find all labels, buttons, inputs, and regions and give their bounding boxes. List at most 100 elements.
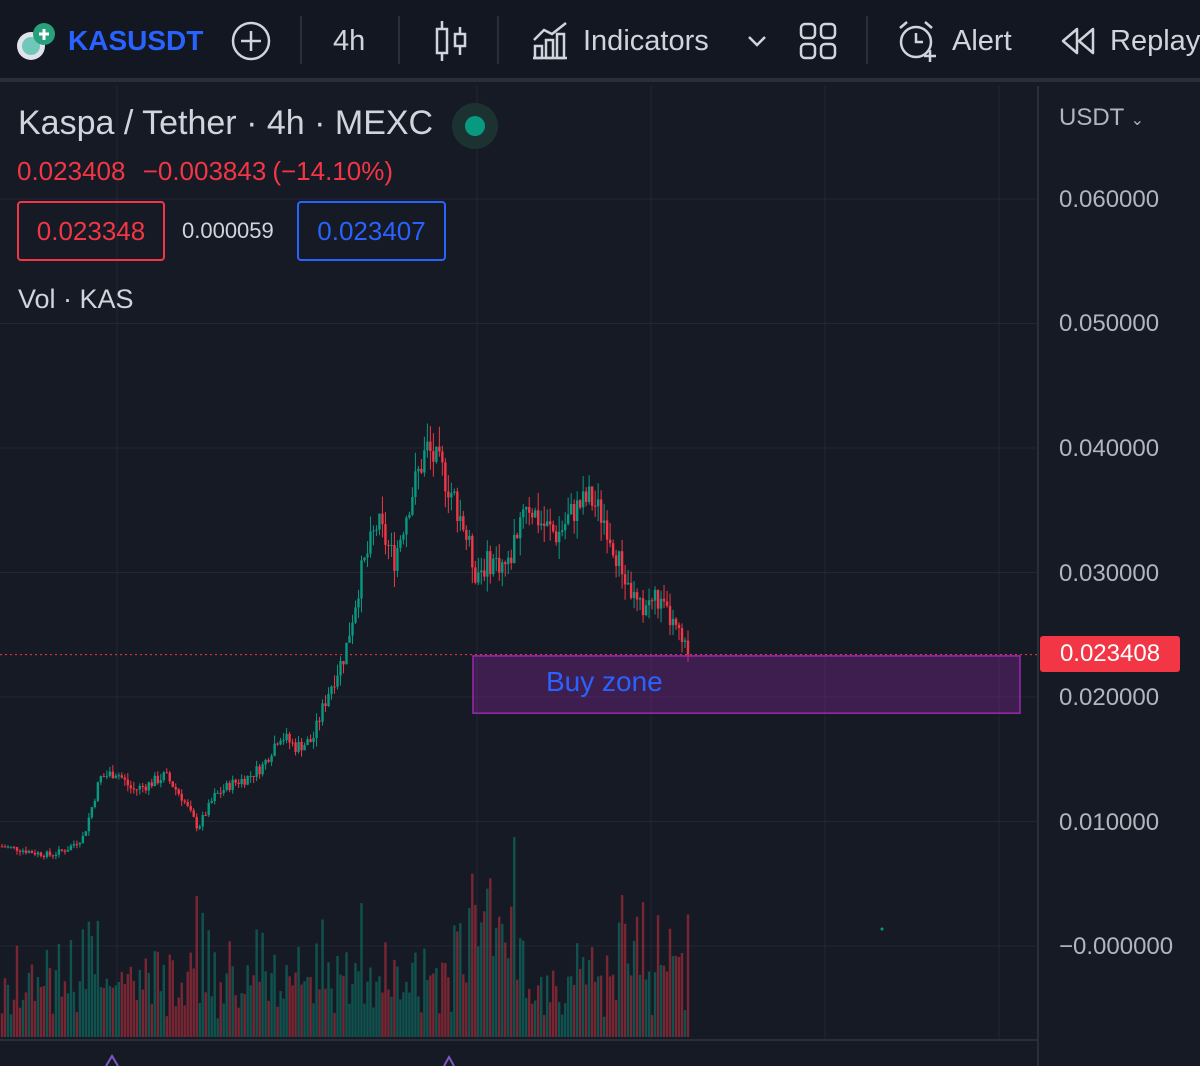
- volume-bar: [644, 979, 648, 1037]
- volume-bar: [462, 974, 465, 1037]
- volume-bar: [105, 978, 109, 1037]
- candle-body: [21, 850, 25, 852]
- volume-bar: [84, 989, 88, 1037]
- candle-body: [596, 499, 600, 507]
- candle: [414, 452, 417, 505]
- candle: [617, 550, 621, 577]
- volume-bar: [18, 1007, 22, 1037]
- price-tick: 0.040000: [1059, 435, 1160, 462]
- symbol-logo-icon: [17, 23, 55, 60]
- chart-legend-title[interactable]: Kaspa / Tether · 4h · MEXC: [18, 104, 434, 142]
- volume-bar: [126, 974, 130, 1037]
- indicators-dropdown[interactable]: [746, 0, 768, 82]
- candle: [330, 685, 333, 700]
- candle: [201, 811, 204, 831]
- candle: [315, 713, 318, 747]
- candle-body: [456, 491, 459, 522]
- candle: [30, 849, 34, 854]
- symbol-search[interactable]: KASUSDT: [14, 0, 203, 82]
- candle-body: [309, 739, 312, 743]
- candle-body: [213, 792, 216, 802]
- sell-button[interactable]: 0.023348: [17, 201, 165, 261]
- candle-body: [81, 835, 85, 843]
- candle-body: [495, 557, 498, 559]
- candle: [354, 600, 357, 624]
- candle: [288, 731, 291, 750]
- candle: [75, 840, 79, 849]
- candle: [213, 788, 216, 805]
- candle: [219, 786, 222, 798]
- candle: [498, 544, 501, 581]
- candle: [522, 504, 525, 529]
- candle: [537, 493, 540, 534]
- volume-bar: [243, 994, 246, 1037]
- volume-bar: [429, 975, 432, 1037]
- volume-bar: [39, 987, 43, 1037]
- volume-bar: [563, 1003, 567, 1037]
- candle-body: [638, 598, 642, 600]
- indicators-button[interactable]: Indicators: [530, 0, 709, 82]
- price-tick: −0.000000: [1059, 933, 1174, 960]
- volume-bar: [510, 906, 513, 1037]
- volume-bar: [66, 993, 70, 1037]
- candle-body: [569, 504, 573, 515]
- event-marker-icon[interactable]: [443, 1054, 455, 1066]
- volume-bar: [456, 931, 459, 1037]
- buy-zone-label[interactable]: Buy zone: [546, 666, 663, 697]
- candle-body: [489, 551, 492, 575]
- volume-bar: [396, 966, 399, 1037]
- candle-body: [477, 572, 480, 583]
- buy-button[interactable]: 0.023407: [297, 201, 446, 261]
- candle: [408, 511, 411, 520]
- candle-body: [351, 622, 354, 636]
- candle-body: [662, 598, 666, 602]
- candle: [378, 513, 381, 536]
- candle-body: [273, 743, 276, 756]
- indicators-label: Indicators: [583, 24, 709, 57]
- volume-bar: [21, 999, 25, 1037]
- candle-body: [3, 846, 7, 848]
- volume-bar: [683, 1010, 687, 1037]
- volume-bar: [288, 976, 291, 1037]
- candle-body: [303, 744, 306, 751]
- volume-bar: [60, 996, 64, 1037]
- candle: [596, 483, 600, 522]
- candle: [243, 775, 246, 788]
- market-status[interactable]: [452, 103, 498, 149]
- candle: [459, 499, 462, 532]
- alert-button[interactable]: Alert: [896, 0, 1012, 82]
- toolbar-divider: [398, 16, 400, 64]
- candle: [456, 487, 459, 533]
- candle-body: [126, 779, 130, 786]
- event-marker-icon[interactable]: [105, 1054, 119, 1066]
- candle-body: [510, 557, 513, 564]
- candle-body: [614, 555, 618, 566]
- buy-zone-rectangle[interactable]: [472, 655, 1021, 714]
- candle: [249, 771, 252, 783]
- chart-type-button[interactable]: [434, 0, 468, 82]
- candle-body: [210, 801, 213, 803]
- candle-body: [587, 486, 591, 503]
- volume-bar: [111, 987, 115, 1037]
- interval-button[interactable]: 4h: [333, 0, 365, 82]
- candle: [261, 761, 264, 777]
- volume-bar: [465, 982, 468, 1037]
- candle: [69, 843, 73, 851]
- volume-bar: [78, 981, 82, 1037]
- layout-button[interactable]: [799, 0, 837, 82]
- replay-button[interactable]: Replay: [1060, 0, 1200, 82]
- compare-symbol-button[interactable]: [230, 0, 272, 82]
- currency-selector[interactable]: USDT ⌄: [1059, 104, 1144, 132]
- candle: [24, 846, 28, 855]
- candle: [375, 525, 378, 537]
- candle-body: [641, 598, 645, 616]
- volume-legend[interactable]: Vol · KAS: [18, 284, 134, 314]
- chevron-down-icon: ⌄: [1130, 112, 1144, 129]
- volume-bar: [249, 985, 252, 1037]
- candle-body: [336, 675, 339, 687]
- candle-body: [447, 491, 450, 498]
- volume-bar: [378, 976, 381, 1037]
- candle: [57, 845, 61, 858]
- candle: [438, 426, 441, 457]
